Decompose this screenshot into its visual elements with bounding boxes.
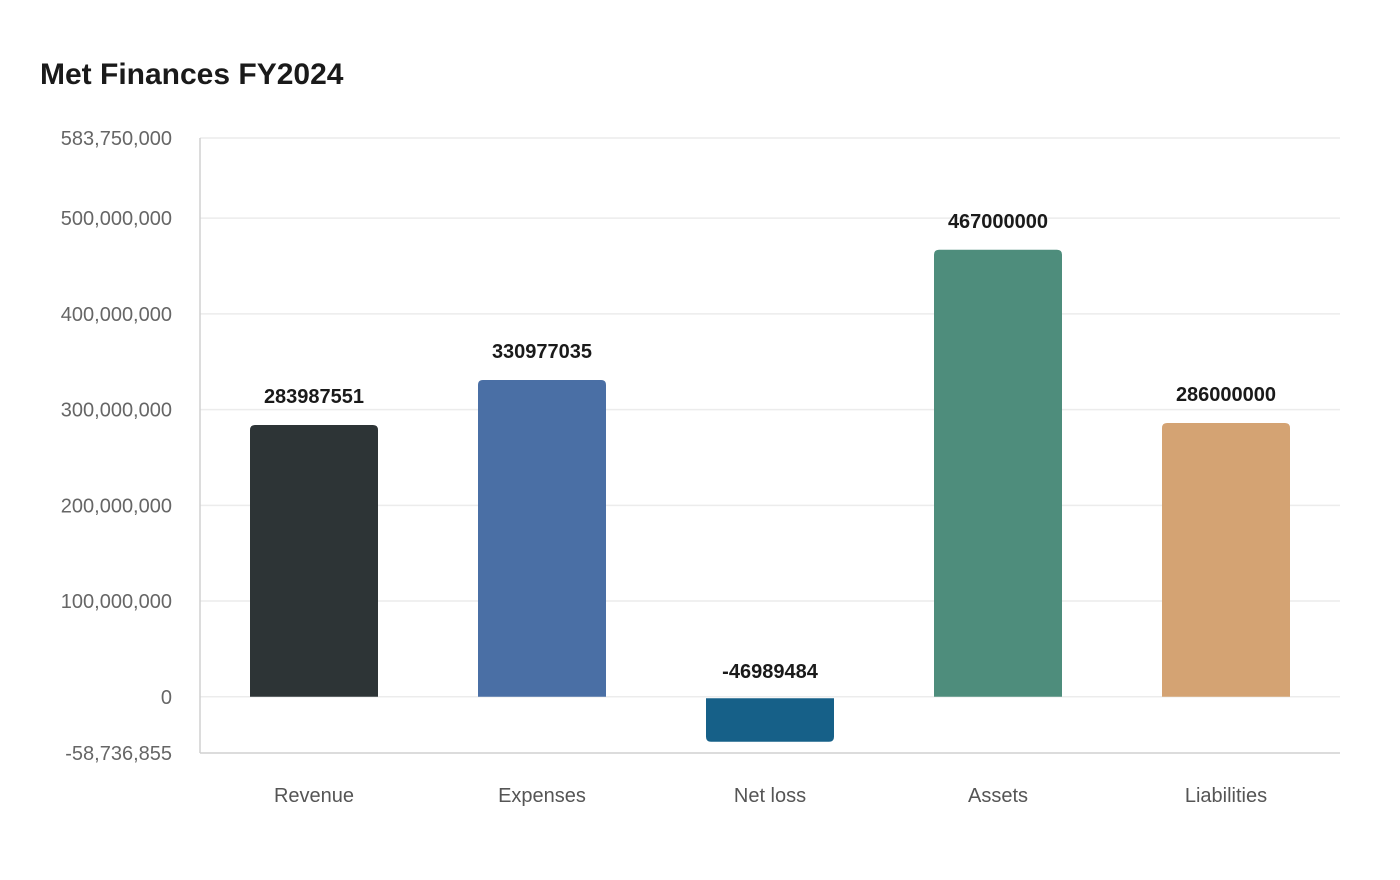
bar-expenses	[478, 379, 606, 697]
x-axis-labels: Revenue Expenses Net loss Assets Liabilities	[274, 785, 1267, 807]
y-tick-label: 0	[161, 687, 172, 709]
bar-net-loss	[706, 698, 834, 742]
y-axis-ticks: -58,736,855 0 100,000,000 200,000,000 300,00…	[61, 128, 172, 765]
y-tick-label: 100,000,000	[61, 591, 172, 613]
x-tick-label: Liabilities	[1185, 785, 1267, 807]
value-labels: 283987551 330977035 -46989484 467000000 2860…	[264, 211, 1276, 683]
grid-lines	[200, 137, 1340, 698]
bar-liabilities	[1162, 423, 1290, 697]
bars	[250, 249, 1290, 742]
y-tick-label: 300,000,000	[61, 400, 172, 422]
bar-value-label: -46989484	[722, 661, 819, 683]
x-tick-label: Net loss	[734, 785, 806, 807]
x-tick-label: Revenue	[274, 785, 354, 807]
bar-revenue	[250, 424, 378, 697]
axes	[199, 138, 1340, 754]
bar-value-label: 283987551	[264, 386, 364, 408]
bar-assets	[934, 249, 1062, 697]
y-tick-label: 200,000,000	[61, 495, 172, 517]
y-tick-label: 583,750,000	[61, 128, 172, 150]
y-tick-label: 400,000,000	[61, 304, 172, 326]
y-tick-label: 500,000,000	[61, 208, 172, 230]
x-tick-label: Assets	[968, 785, 1028, 807]
bar-value-label: 467000000	[948, 211, 1048, 233]
bar-value-label: 330977035	[492, 341, 592, 363]
bar-value-label: 286000000	[1176, 384, 1276, 406]
y-tick-label: -58,736,855	[65, 743, 172, 765]
chart-title: Met Finances FY2024	[40, 58, 344, 91]
x-tick-label: Expenses	[498, 785, 586, 807]
